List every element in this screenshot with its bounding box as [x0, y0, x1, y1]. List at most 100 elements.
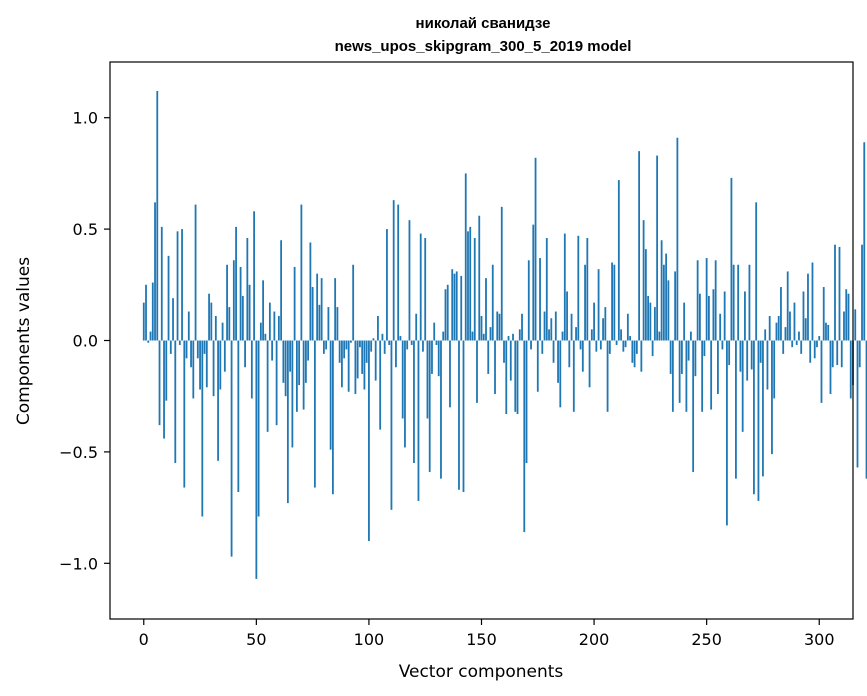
bar-241 — [685, 340, 688, 412]
bar-105 — [379, 340, 382, 430]
bar-68 — [295, 340, 298, 412]
bar-290 — [795, 340, 798, 345]
bar-247 — [699, 293, 701, 341]
bar-58 — [273, 311, 276, 341]
bar-157 — [496, 311, 499, 341]
bar-14 — [174, 340, 177, 464]
bar-259 — [726, 340, 728, 526]
bar-66 — [291, 340, 294, 448]
bar-64 — [286, 340, 289, 504]
bar-72 — [304, 340, 307, 383]
bar-311 — [843, 311, 845, 341]
bar-174 — [534, 157, 537, 341]
bar-272 — [755, 202, 758, 341]
bar-84 — [332, 340, 334, 495]
bar-318 — [858, 340, 861, 368]
bar-23 — [194, 204, 197, 341]
bar-250 — [705, 258, 708, 341]
bar-109 — [388, 340, 391, 345]
bar-321 — [865, 340, 867, 479]
bar-227 — [653, 307, 656, 341]
bar-16 — [178, 340, 181, 345]
bar-279 — [771, 340, 773, 455]
bar-136 — [449, 340, 451, 408]
bar-295 — [807, 273, 809, 341]
bar-304 — [827, 324, 830, 341]
bar-268 — [746, 340, 749, 381]
bar-73 — [307, 340, 310, 361]
bar-45 — [244, 340, 246, 368]
bar-54 — [264, 333, 267, 341]
bar-99 — [365, 340, 368, 363]
bar-151 — [482, 333, 485, 341]
bar-43 — [239, 266, 242, 341]
bar-192 — [575, 327, 577, 341]
bar-306 — [831, 340, 834, 368]
bar-41 — [235, 226, 237, 341]
x-tick-label: 0 — [139, 630, 149, 649]
bar-34 — [219, 340, 222, 390]
bar-12 — [169, 340, 172, 354]
bar-8 — [160, 226, 163, 341]
bar-79 — [320, 278, 323, 341]
bar-24 — [196, 340, 199, 359]
bar-179 — [545, 238, 548, 341]
bar-280 — [773, 340, 776, 399]
bar-77 — [316, 273, 319, 341]
bar-215 — [626, 313, 629, 341]
chart-subtitle: news_upos_skipgram_300_5_2019 model — [335, 38, 632, 55]
bar-106 — [381, 333, 384, 341]
y-tick-label: −1.0 — [59, 554, 98, 573]
bar-9 — [163, 340, 165, 439]
bar-135 — [446, 284, 449, 341]
bar-103 — [374, 340, 377, 381]
bar-261 — [730, 177, 733, 341]
bar-184 — [557, 340, 559, 383]
bar-104 — [377, 315, 379, 341]
bar-142 — [462, 340, 465, 492]
bar-149 — [478, 215, 481, 341]
bar-57 — [271, 340, 274, 361]
bar-274 — [759, 340, 762, 363]
bar-133 — [442, 331, 445, 341]
bar-238 — [678, 340, 681, 403]
bar-198 — [588, 340, 591, 388]
chart-title: николай сванидзе — [416, 15, 551, 32]
bar-140 — [458, 340, 460, 490]
bar-115 — [401, 340, 404, 419]
bar-88 — [341, 340, 343, 388]
bar-111 — [392, 200, 395, 341]
x-tick-label: 150 — [466, 630, 497, 649]
bar-0 — [142, 302, 145, 341]
bar-2 — [147, 340, 150, 343]
bar-4 — [151, 282, 154, 341]
bar-167 — [518, 329, 521, 341]
bar-300 — [818, 336, 821, 341]
bar-262 — [732, 264, 735, 341]
bar-20 — [187, 311, 190, 341]
bar-27 — [203, 340, 206, 354]
bar-166 — [516, 340, 519, 415]
bar-15 — [176, 231, 179, 341]
bar-95 — [356, 340, 359, 379]
bar-78 — [318, 304, 321, 341]
bar-163 — [509, 340, 512, 381]
bar-161 — [505, 340, 508, 415]
bar-160 — [503, 340, 505, 363]
bar-101 — [370, 340, 373, 352]
bar-208 — [611, 262, 613, 341]
bar-191 — [572, 340, 575, 412]
bar-265 — [739, 340, 742, 372]
bar-284 — [782, 340, 785, 354]
bar-155 — [491, 264, 494, 341]
bar-158 — [498, 313, 501, 341]
bar-148 — [476, 340, 478, 403]
bar-164 — [512, 333, 514, 341]
bar-170 — [525, 340, 528, 464]
bar-100 — [368, 340, 370, 542]
y-tick-label: 0.0 — [73, 332, 98, 351]
bar-258 — [723, 291, 726, 341]
bar-201 — [595, 340, 598, 352]
x-tick-label: 50 — [246, 630, 266, 649]
